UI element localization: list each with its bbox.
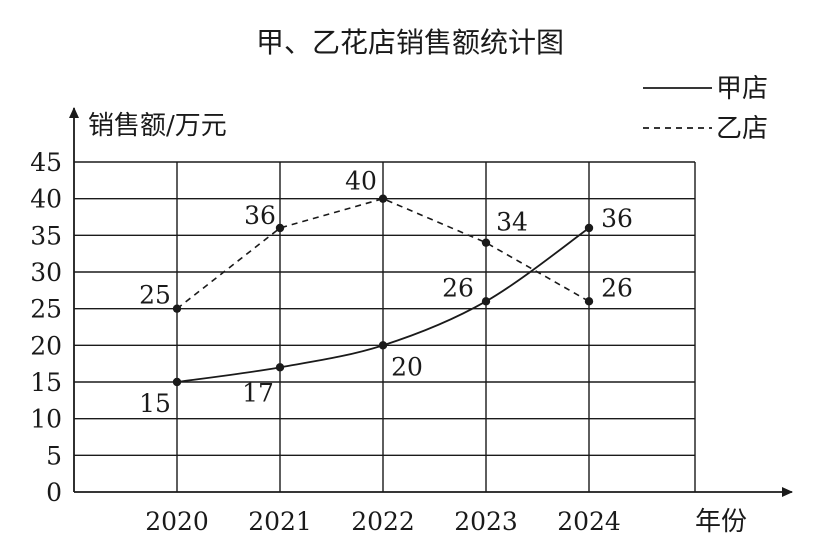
series-line-yi <box>176 197 590 310</box>
y-tick-label: 0 <box>46 478 62 507</box>
data-label-yi-2020: 25 <box>139 281 171 310</box>
x-tick-label: 2021 <box>248 507 312 536</box>
point-jia-2020 <box>172 377 182 387</box>
y-tick-label: 40 <box>30 185 62 214</box>
data-label-yi-2021: 36 <box>244 201 276 230</box>
data-label-jia-2024: 36 <box>601 204 633 233</box>
x-axis-title: 年份 <box>695 507 747 537</box>
legend: 甲店 乙店 <box>643 74 768 144</box>
point-jia-2023 <box>481 297 491 306</box>
y-tick-label: 30 <box>30 258 62 287</box>
point-jia-2021 <box>275 363 285 372</box>
y-tick-label: 15 <box>30 368 62 397</box>
x-tick-label: 2024 <box>557 507 621 536</box>
point-jia-2024 <box>584 223 594 233</box>
y-tick-label: 10 <box>30 405 62 434</box>
point-yi-2023 <box>481 238 491 247</box>
y-tick-label: 35 <box>30 221 62 250</box>
x-tick-labels: 2020 2021 2022 2023 2024 <box>145 507 621 536</box>
y-tick-labels: 0 5 10 15 20 25 30 35 40 45 <box>30 148 62 507</box>
series <box>172 194 594 387</box>
data-label-yi-2024: 26 <box>601 273 633 302</box>
y-tick-label: 5 <box>46 441 62 470</box>
y-tick-label: 20 <box>30 331 62 360</box>
x-tick-label: 2020 <box>145 507 209 536</box>
chart-title: 甲、乙花店销售额统计图 <box>256 26 564 59</box>
data-labels: 15 17 20 26 36 25 36 40 34 26 <box>139 167 633 418</box>
y-axis-title: 销售额/万元 <box>88 111 227 141</box>
y-tick-label: 45 <box>30 148 62 177</box>
data-label-yi-2022: 40 <box>345 167 377 196</box>
data-label-yi-2023: 34 <box>496 208 528 237</box>
data-label-jia-2023: 26 <box>442 273 474 302</box>
x-tick-label: 2022 <box>351 507 415 536</box>
legend-label-yi: 乙店 <box>716 114 768 144</box>
point-yi-2021 <box>275 223 285 233</box>
point-yi-2022 <box>378 194 388 203</box>
legend-label-jia: 甲店 <box>716 74 768 104</box>
y-tick-label: 25 <box>30 295 62 324</box>
point-yi-2020 <box>172 304 182 313</box>
data-label-jia-2022: 20 <box>391 352 423 381</box>
data-label-jia-2021: 17 <box>242 378 274 407</box>
data-label-jia-2020: 15 <box>139 389 171 418</box>
point-yi-2024 <box>584 297 594 306</box>
x-tick-label: 2023 <box>454 507 518 536</box>
point-jia-2022 <box>378 341 388 350</box>
